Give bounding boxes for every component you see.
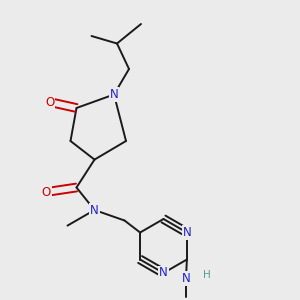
Text: N: N (110, 88, 118, 101)
Text: N: N (182, 226, 191, 239)
Text: N: N (159, 266, 168, 280)
Text: N: N (90, 203, 99, 217)
Text: N: N (182, 272, 190, 285)
Text: H: H (203, 270, 211, 280)
Text: O: O (42, 185, 51, 199)
Text: O: O (45, 95, 54, 109)
